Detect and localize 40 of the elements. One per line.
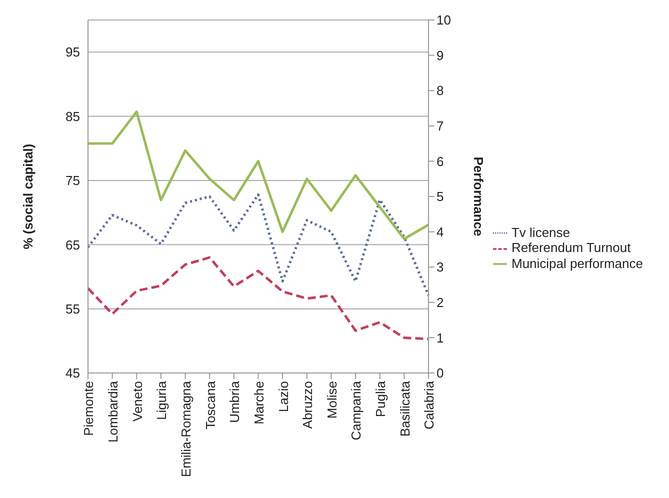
- x-tick-label: Emilia-Romagna: [178, 380, 194, 478]
- y2-tick-label: 10: [436, 12, 451, 28]
- y-tick-label: 75: [66, 173, 80, 188]
- y-tick-label: 65: [66, 237, 80, 252]
- x-tick-label: Veneto: [130, 381, 145, 422]
- y2-tick-label: 4: [436, 224, 444, 240]
- y2-axis-title: Performance: [470, 156, 486, 236]
- x-tick-label: Molise: [324, 381, 340, 419]
- y2-tick-label: 9: [436, 48, 444, 63]
- x-tick-label: Lombardia: [106, 380, 121, 442]
- y2-tick-label: 3: [436, 260, 444, 275]
- line-series: [86, 110, 430, 240]
- line-series: [86, 256, 430, 340]
- x-tick-label: Toscana: [202, 380, 218, 430]
- x-tick-label: Campania: [348, 380, 364, 440]
- y2-tick-label: 8: [436, 83, 444, 98]
- x-tick-label: Umbria: [227, 380, 242, 423]
- line-series: [86, 193, 430, 297]
- y-tick-label: 85: [66, 108, 80, 124]
- legend-label: Tv license: [511, 224, 570, 240]
- y2-tick-label: 5: [436, 189, 444, 204]
- y-tick-label: 45: [66, 366, 80, 381]
- x-tick-label: Marche: [251, 381, 266, 424]
- y-axis-title: % (social capital): [20, 144, 36, 250]
- y2-tick-label: 0: [436, 366, 444, 381]
- y2-tick-label: 1: [436, 330, 444, 346]
- y2-tick-label: 6: [436, 154, 444, 169]
- y2-tick-label: 2: [436, 295, 444, 310]
- y2-tick-label: 7: [436, 118, 444, 134]
- x-tick-label: Puglia: [373, 380, 388, 418]
- x-tick-label: Lazio: [276, 381, 291, 412]
- x-tick-label: Piemonte: [81, 381, 96, 436]
- y-tick-label: 95: [66, 44, 80, 60]
- x-tick-label: Basilicata: [397, 380, 412, 437]
- legend-label: Municipal performance: [511, 256, 643, 271]
- x-tick-label: Liguria: [154, 380, 170, 420]
- x-tick-label: Abruzzo: [300, 381, 316, 429]
- legend-label: Referendum Turnout: [511, 240, 631, 256]
- x-tick-label: Calabria: [422, 380, 437, 430]
- y-tick-label: 55: [66, 301, 80, 316]
